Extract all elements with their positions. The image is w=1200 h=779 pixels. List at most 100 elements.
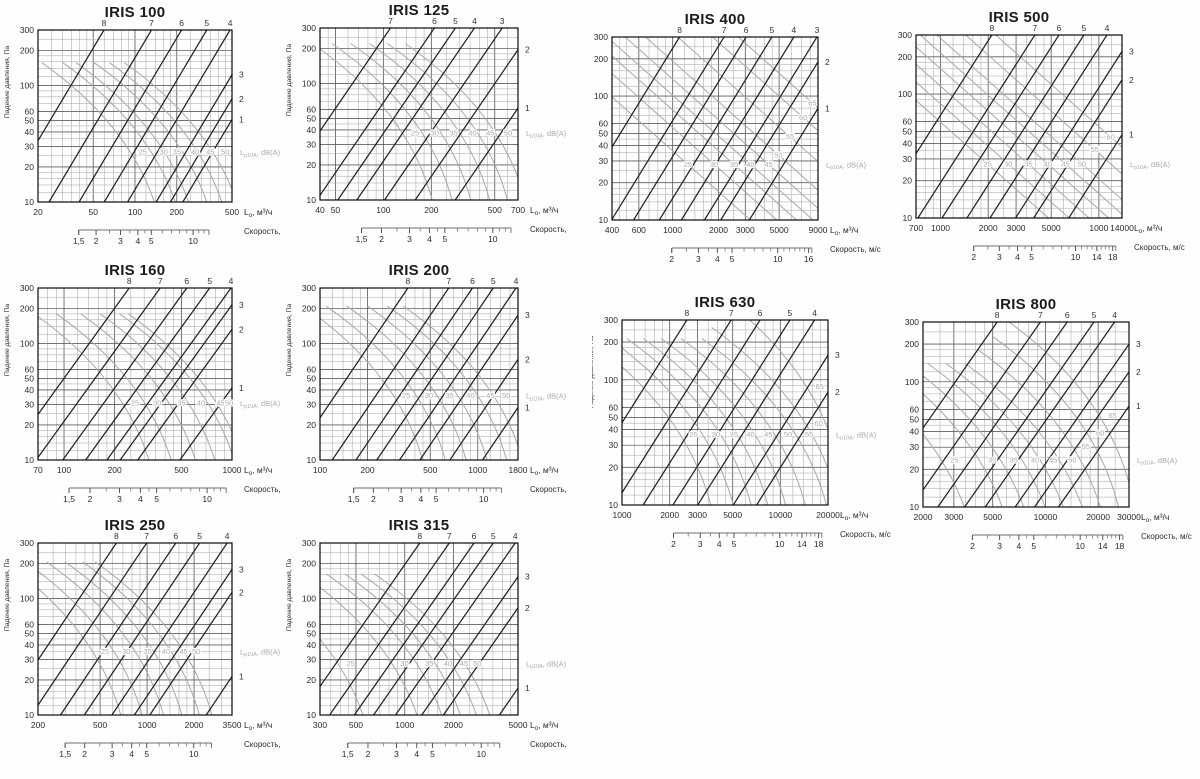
unit-label: Lp10A, dB(A)	[240, 148, 281, 159]
svg-text:100: 100	[128, 207, 142, 217]
chart-title: IRIS 500	[988, 9, 1050, 26]
svg-text:4: 4	[225, 531, 230, 541]
svg-text:30: 30	[609, 440, 619, 450]
svg-text:30: 30	[710, 160, 718, 169]
svg-text:50: 50	[473, 659, 481, 668]
svg-text:Скорость, м/с: Скорость, м/с	[244, 485, 283, 494]
svg-text:40: 40	[609, 425, 619, 435]
svg-text:45: 45	[1049, 455, 1057, 464]
svg-text:10: 10	[488, 234, 498, 244]
svg-text:35: 35	[425, 659, 433, 668]
svg-text:50: 50	[307, 114, 317, 124]
svg-text:50: 50	[307, 629, 317, 639]
velocity-scale: 2 3 4 5 10 16 Скорость, м/с	[669, 245, 880, 264]
svg-text:30: 30	[153, 399, 161, 408]
svg-text:6: 6	[744, 25, 749, 35]
svg-text:7: 7	[144, 531, 149, 541]
svg-text:200: 200	[302, 559, 316, 569]
svg-text:40: 40	[466, 391, 474, 400]
svg-text:50: 50	[25, 374, 35, 384]
position-lines	[320, 288, 518, 460]
svg-text:500: 500	[349, 720, 363, 730]
svg-text:5000: 5000	[1042, 223, 1061, 233]
svg-text:40: 40	[468, 128, 476, 137]
svg-text:45: 45	[206, 148, 214, 157]
svg-text:25: 25	[984, 160, 992, 169]
svg-text:8: 8	[989, 23, 994, 33]
svg-text:Падение давления, Па: Падение давления, Па	[4, 46, 11, 118]
unit-label: Lp10A, dB(A)	[240, 399, 281, 410]
svg-text:45: 45	[764, 160, 772, 169]
svg-text:60: 60	[307, 619, 317, 629]
svg-text:1000: 1000	[138, 720, 157, 730]
svg-text:7: 7	[158, 276, 163, 286]
svg-text:1000: 1000	[468, 465, 487, 475]
svg-text:200: 200	[20, 304, 34, 314]
svg-text:700: 700	[511, 205, 525, 215]
svg-text:40: 40	[197, 399, 205, 408]
svg-text:8: 8	[677, 25, 682, 35]
svg-text:30: 30	[25, 399, 35, 409]
noise-level-curves	[320, 305, 518, 460]
svg-text:100: 100	[313, 465, 327, 475]
chart-title: IRIS 100	[104, 4, 166, 21]
grid	[320, 28, 518, 200]
noise-level-curves	[41, 62, 232, 202]
position-lines	[916, 35, 1122, 218]
svg-text:7: 7	[722, 25, 727, 35]
svg-text:20: 20	[910, 464, 920, 474]
plot-border	[611, 36, 819, 221]
svg-text:5000: 5000	[983, 512, 1002, 522]
svg-text:10000: 10000	[769, 510, 793, 520]
svg-text:3: 3	[239, 564, 244, 574]
svg-text:10: 10	[775, 539, 785, 549]
svg-text:30: 30	[1004, 160, 1012, 169]
svg-text:65: 65	[808, 98, 816, 107]
svg-text:200: 200	[594, 54, 608, 64]
svg-text:5: 5	[453, 16, 458, 26]
svg-text:5000: 5000	[770, 225, 789, 235]
plot-border	[319, 542, 519, 716]
svg-text:35: 35	[177, 399, 185, 408]
svg-text:10: 10	[307, 455, 317, 465]
position-lines	[320, 543, 518, 715]
svg-text:35: 35	[143, 647, 151, 656]
svg-text:2: 2	[835, 387, 840, 397]
chart-title: IRIS 315	[388, 517, 450, 534]
svg-text:40: 40	[599, 140, 609, 150]
svg-text:200: 200	[905, 339, 919, 349]
svg-text:40: 40	[25, 640, 35, 650]
unit-label: Lp10A, dB(A)	[1137, 456, 1178, 467]
svg-text:1: 1	[825, 103, 830, 113]
svg-text:45: 45	[1061, 160, 1069, 169]
svg-text:4: 4	[717, 539, 722, 549]
svg-text:20: 20	[25, 162, 35, 172]
svg-text:60: 60	[1096, 429, 1104, 438]
svg-text:40: 40	[903, 138, 913, 148]
svg-text:40: 40	[191, 148, 199, 157]
svg-text:3: 3	[525, 310, 530, 320]
chart-iris-400: IRIS 400 8 7 6 5 4 3 2 1 25 30 35 40 45 50 55 60 65 Lp10A…	[592, 0, 897, 272]
svg-text:35: 35	[730, 430, 738, 439]
svg-text:14: 14	[797, 539, 807, 549]
svg-text:200: 200	[302, 44, 316, 54]
svg-text:50: 50	[599, 128, 609, 138]
unit-label: Lо, м³/ч	[1134, 223, 1162, 235]
svg-text:3: 3	[394, 749, 399, 759]
svg-text:65: 65	[1108, 411, 1116, 420]
plot-border	[319, 27, 519, 201]
svg-text:4: 4	[1105, 23, 1110, 33]
svg-text:50: 50	[221, 148, 229, 157]
svg-text:200: 200	[31, 720, 45, 730]
svg-text:10: 10	[188, 236, 198, 246]
svg-text:20000: 20000	[816, 510, 840, 520]
svg-text:3: 3	[997, 252, 1002, 262]
svg-text:3: 3	[239, 300, 244, 310]
